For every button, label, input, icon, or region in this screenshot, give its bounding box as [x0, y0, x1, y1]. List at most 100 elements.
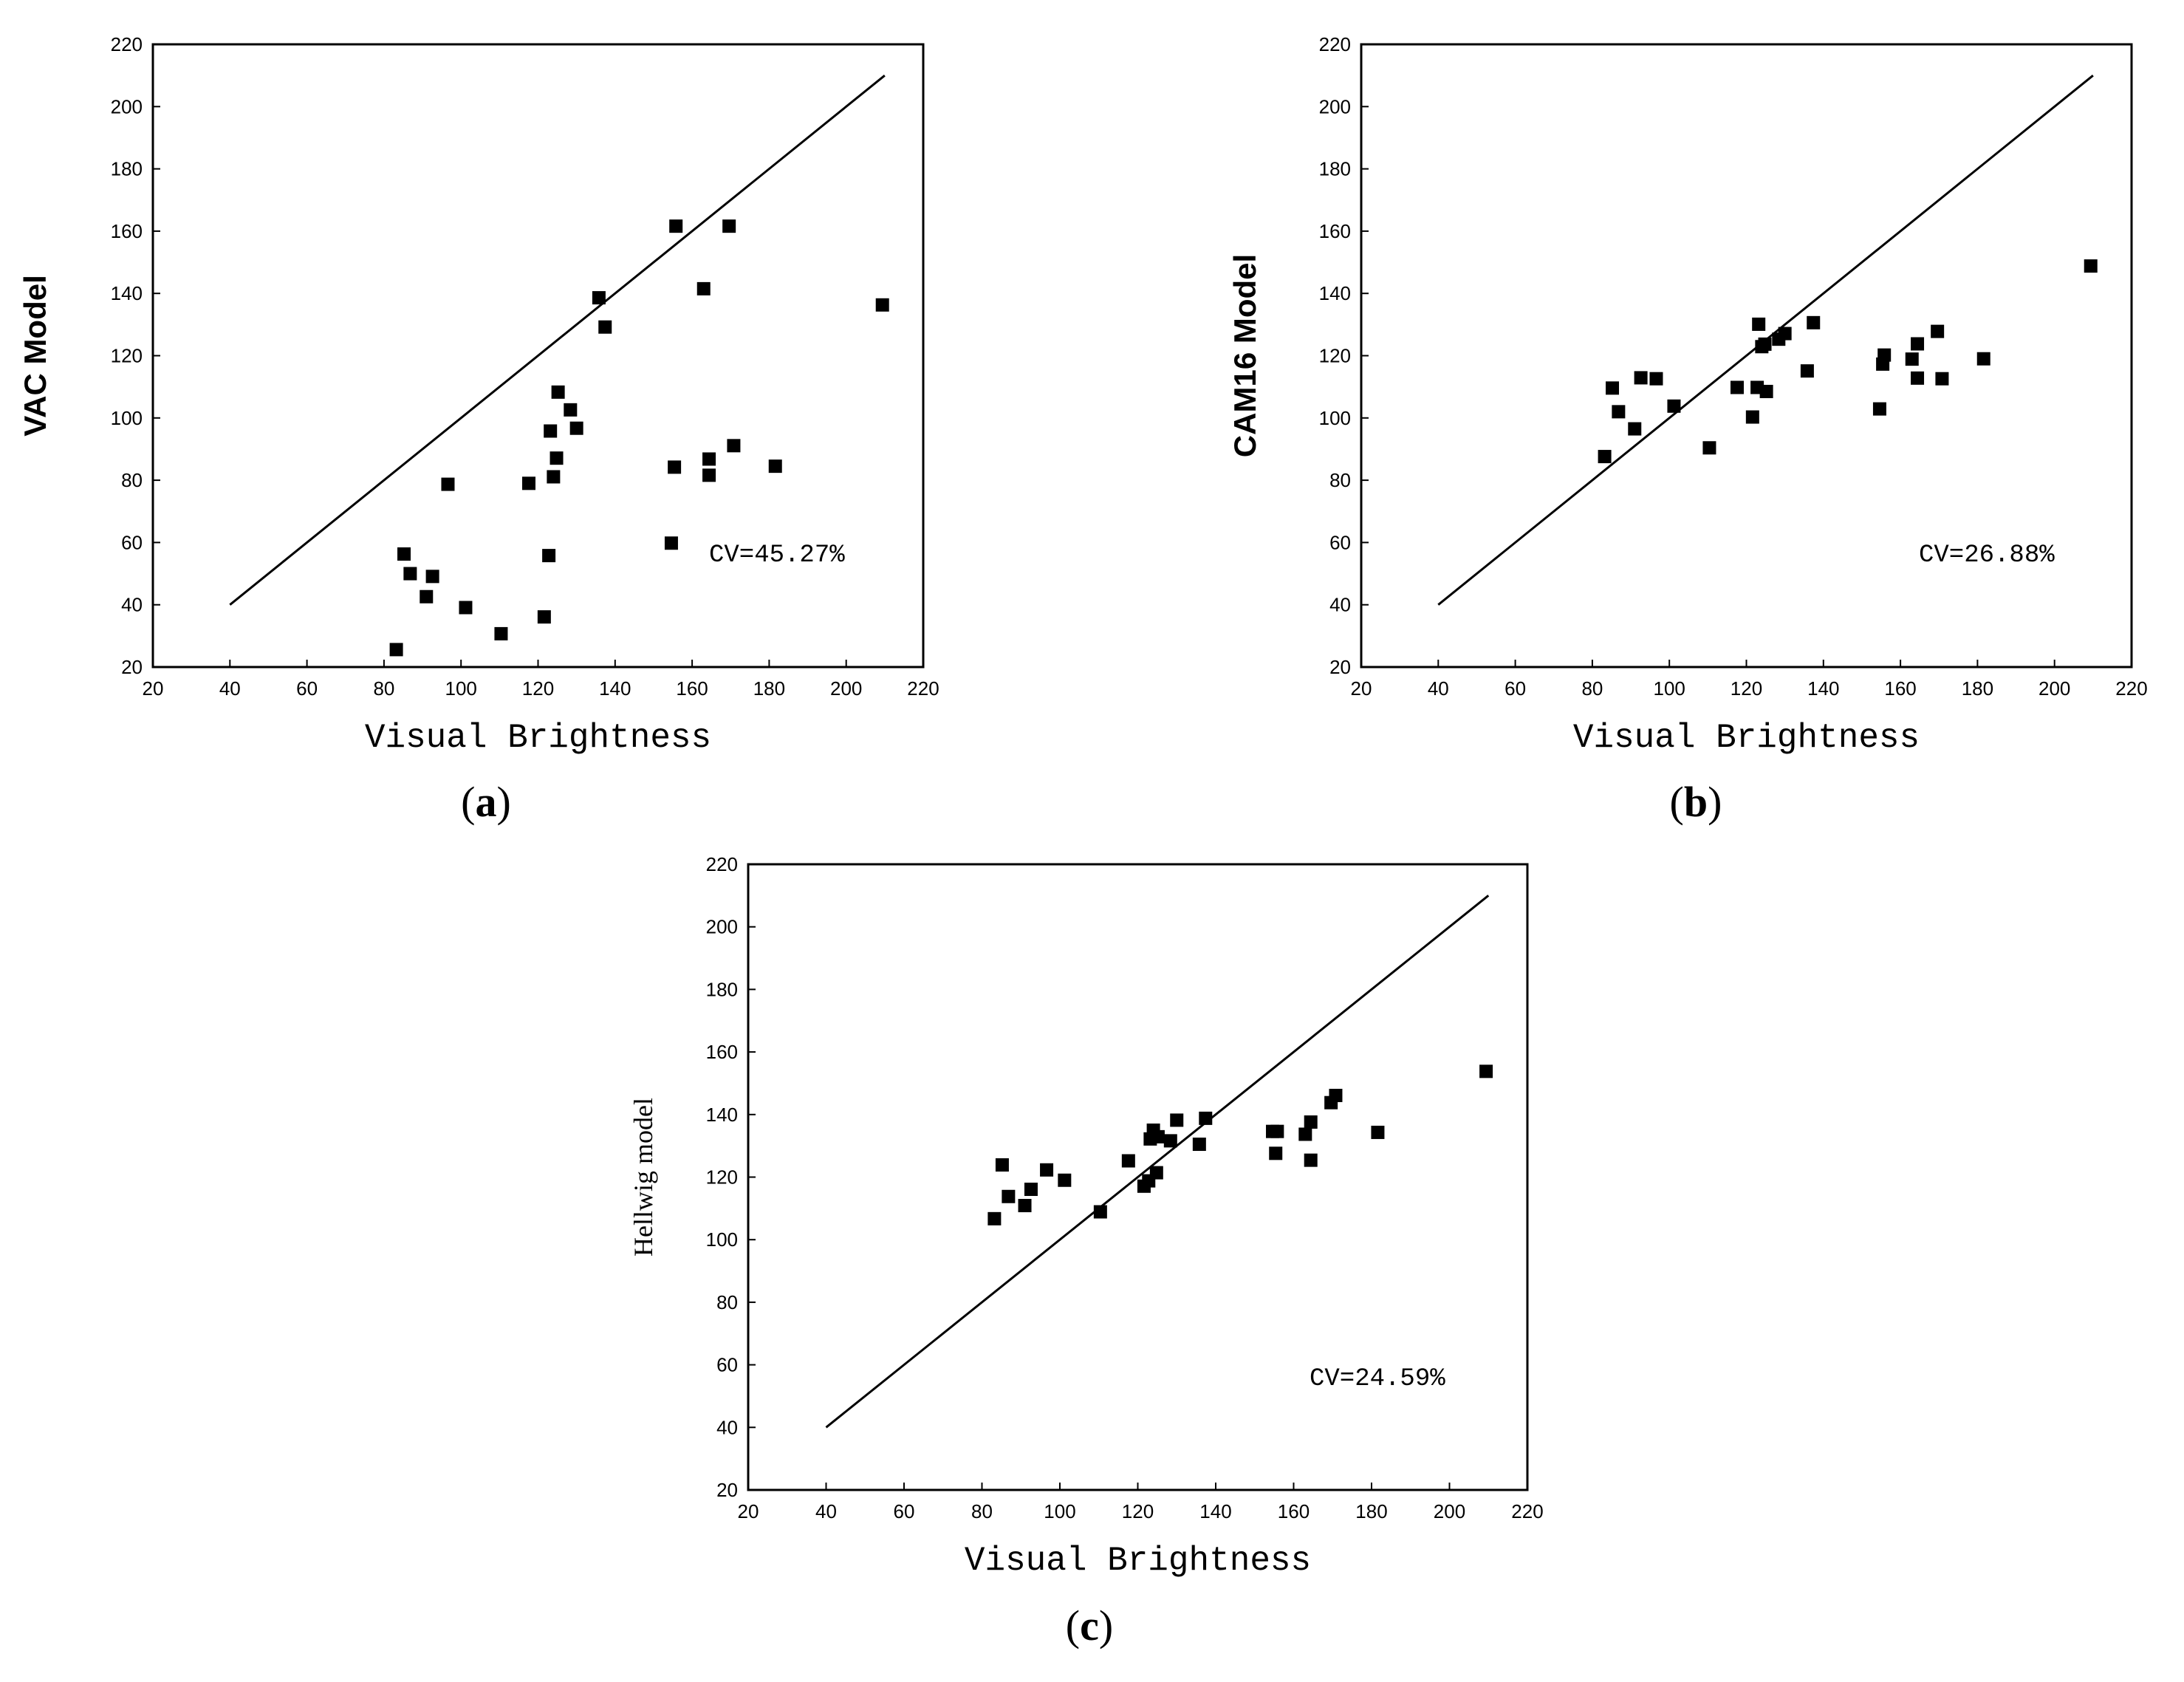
data-point	[1800, 364, 1814, 378]
data-point	[664, 536, 678, 550]
y-tick-label: 180	[1319, 158, 1351, 180]
x-tick-label: 220	[1511, 1500, 1543, 1522]
x-tick-label: 200	[830, 677, 862, 700]
data-point	[1304, 1153, 1318, 1167]
y-tick-label: 180	[111, 158, 143, 180]
y-tick-label: 220	[706, 853, 738, 875]
x-tick-label: 200	[1434, 1500, 1465, 1522]
y-tick-label: 200	[1319, 95, 1351, 117]
x-tick-label: 160	[1884, 677, 1916, 700]
data-point	[1730, 380, 1744, 394]
data-point	[696, 281, 711, 295]
data-point	[1872, 402, 1886, 416]
y-tick-label: 120	[111, 345, 143, 367]
data-point	[1304, 1115, 1318, 1129]
x-tick-label: 160	[1278, 1500, 1310, 1522]
data-point	[425, 570, 439, 584]
y-tick-label: 80	[1329, 469, 1351, 491]
y-tick-label: 200	[111, 95, 143, 117]
x-tick-label: 180	[1962, 677, 1993, 700]
y-axis-title: VAC Model	[18, 275, 52, 437]
cv-annotation: CV=24.59%	[1310, 1365, 1445, 1393]
x-tick-label: 140	[599, 677, 631, 700]
x-tick-label: 80	[1581, 677, 1603, 700]
data-point	[1612, 405, 1626, 419]
data-point	[592, 291, 606, 305]
y-tick-label: 40	[716, 1416, 738, 1438]
data-point	[702, 452, 716, 466]
y-tick-label: 60	[121, 531, 143, 553]
data-point	[1270, 1124, 1284, 1138]
x-tick-label: 80	[971, 1500, 993, 1522]
data-point	[668, 460, 682, 474]
y-tick-label: 120	[706, 1166, 738, 1189]
y-axis-title: Hellwig model	[629, 1098, 658, 1257]
x-axis-title: Visual Brightness	[965, 1542, 1311, 1580]
data-point	[1002, 1189, 1016, 1203]
data-point	[1634, 371, 1648, 385]
data-point	[1151, 1129, 1165, 1143]
data-point	[420, 589, 434, 604]
data-point	[1752, 317, 1766, 331]
x-tick-label: 220	[2115, 677, 2147, 700]
data-point	[1628, 422, 1642, 436]
data-point	[397, 547, 411, 561]
data-point	[569, 421, 583, 435]
y-tick-label: 40	[1329, 594, 1351, 616]
y-tick-label: 220	[111, 33, 143, 55]
data-point	[1192, 1138, 1206, 1152]
chart-panel-b: 20 40 60 80 100 120 140 160 180 200 220 20 40 60 80 100…	[1228, 33, 2148, 826]
y-tick-label: 20	[121, 656, 143, 678]
x-tick-label: 140	[1199, 1500, 1231, 1522]
x-tick-label: 60	[296, 677, 318, 700]
x-tick-label: 40	[219, 677, 241, 700]
y-tick-label: 140	[1319, 282, 1351, 304]
data-point	[1935, 372, 1949, 386]
data-point	[987, 1211, 1002, 1225]
y-tick-label: 100	[1319, 407, 1351, 429]
x-tick-label: 100	[1044, 1500, 1075, 1522]
data-point	[1024, 1183, 1038, 1197]
data-point	[722, 219, 736, 233]
x-tick-label: 100	[445, 677, 477, 700]
x-tick-label: 40	[1428, 677, 1449, 700]
y-tick-label: 100	[111, 407, 143, 429]
data-point	[1479, 1064, 1493, 1078]
data-point	[494, 626, 508, 640]
data-point	[1093, 1205, 1107, 1219]
x-tick-label: 120	[1122, 1500, 1154, 1522]
data-point	[669, 219, 683, 233]
data-point	[1759, 384, 1773, 398]
y-tick-label: 140	[111, 282, 143, 304]
data-point	[459, 601, 473, 615]
data-point	[441, 477, 455, 491]
y-tick-label: 200	[706, 916, 738, 938]
data-point	[1298, 1127, 1312, 1141]
cv-annotation: CV=45.27%	[709, 541, 845, 570]
panel-label-letter: b	[1684, 778, 1708, 826]
data-point	[598, 320, 612, 334]
data-point	[1269, 1146, 1283, 1160]
y-tick-label: 160	[1319, 220, 1351, 242]
data-point	[547, 470, 561, 484]
data-point	[1778, 327, 1792, 341]
y-tick-label: 20	[1329, 656, 1351, 678]
chart-panel-c: 20 40 60 80 100 120 140 160 180 200 220 20 40 60 80 100…	[629, 853, 1544, 1649]
data-point	[564, 403, 578, 417]
y-tick-label: 160	[706, 1041, 738, 1063]
panel-label-letter: c	[1080, 1601, 1099, 1649]
data-point	[389, 643, 403, 657]
x-tick-label: 220	[907, 677, 939, 700]
y-tick-label: 60	[716, 1354, 738, 1376]
data-point	[1911, 371, 1925, 385]
x-tick-label: 140	[1807, 677, 1839, 700]
y-tick-label: 80	[121, 469, 143, 491]
data-point	[1758, 337, 1772, 351]
y-tick-label: 100	[706, 1228, 738, 1251]
chart-panel-a: 20 40 60 80 100 120 140 160 180 200 220 20 40 60 80 100…	[18, 33, 939, 826]
data-point	[1149, 1166, 1163, 1180]
data-point	[1745, 410, 1759, 424]
data-point	[1606, 381, 1620, 395]
x-tick-label: 100	[1654, 677, 1685, 700]
